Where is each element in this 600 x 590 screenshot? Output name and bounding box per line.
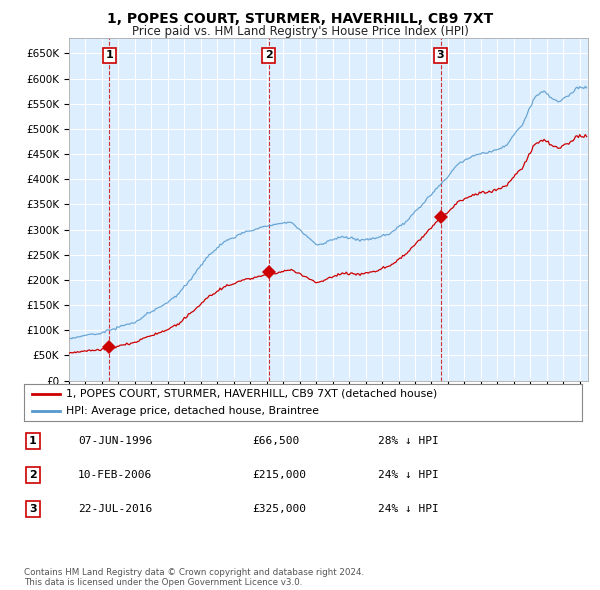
Text: 1: 1 bbox=[29, 436, 37, 445]
Text: 22-JUL-2016: 22-JUL-2016 bbox=[78, 504, 152, 514]
Text: 24% ↓ HPI: 24% ↓ HPI bbox=[378, 504, 439, 514]
Text: Price paid vs. HM Land Registry's House Price Index (HPI): Price paid vs. HM Land Registry's House … bbox=[131, 25, 469, 38]
Text: 1, POPES COURT, STURMER, HAVERHILL, CB9 7XT: 1, POPES COURT, STURMER, HAVERHILL, CB9 … bbox=[107, 12, 493, 26]
Text: 2: 2 bbox=[29, 470, 37, 480]
Text: 3: 3 bbox=[29, 504, 37, 514]
Text: £66,500: £66,500 bbox=[252, 436, 299, 445]
Text: 28% ↓ HPI: 28% ↓ HPI bbox=[378, 436, 439, 445]
Text: HPI: Average price, detached house, Braintree: HPI: Average price, detached house, Brai… bbox=[66, 406, 319, 416]
Text: 07-JUN-1996: 07-JUN-1996 bbox=[78, 436, 152, 445]
Text: 2: 2 bbox=[265, 50, 272, 60]
Text: 3: 3 bbox=[437, 50, 445, 60]
Text: £325,000: £325,000 bbox=[252, 504, 306, 514]
Text: Contains HM Land Registry data © Crown copyright and database right 2024.
This d: Contains HM Land Registry data © Crown c… bbox=[24, 568, 364, 587]
Text: 24% ↓ HPI: 24% ↓ HPI bbox=[378, 470, 439, 480]
Text: 1: 1 bbox=[106, 50, 113, 60]
Text: 10-FEB-2006: 10-FEB-2006 bbox=[78, 470, 152, 480]
Text: £215,000: £215,000 bbox=[252, 470, 306, 480]
Text: 1, POPES COURT, STURMER, HAVERHILL, CB9 7XT (detached house): 1, POPES COURT, STURMER, HAVERHILL, CB9 … bbox=[66, 389, 437, 399]
